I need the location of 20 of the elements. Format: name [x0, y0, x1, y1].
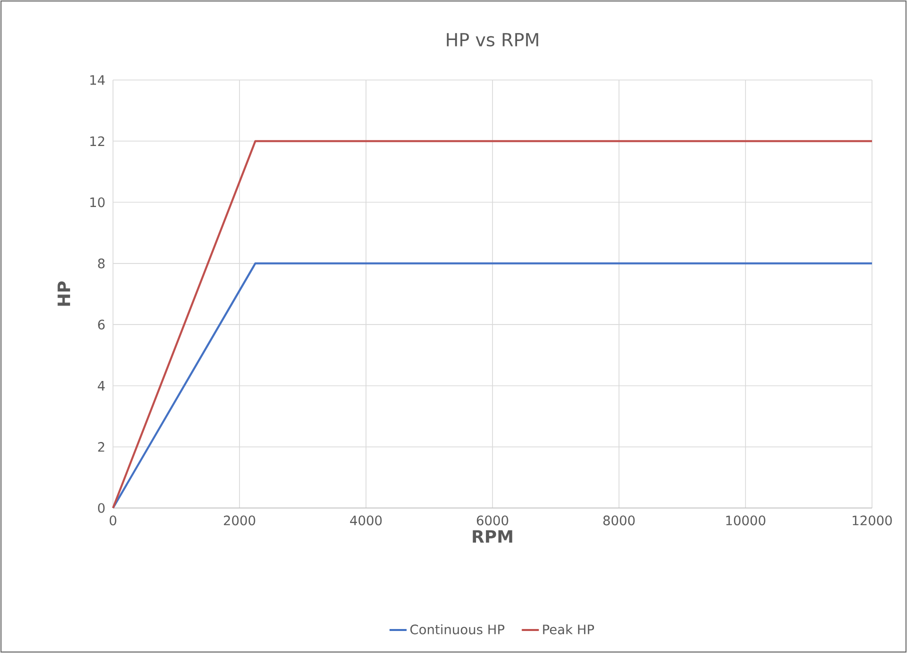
- x-tick-label: 6000: [476, 516, 508, 526]
- x-tick-label: 4000: [350, 516, 382, 526]
- x-tick-label: 8000: [603, 516, 635, 526]
- y-tick-label: 10: [90, 197, 105, 208]
- y-tick-label: 12: [90, 136, 104, 146]
- y-tick-label: 6: [98, 320, 105, 330]
- legend-label: Continuous HP: [410, 624, 504, 634]
- y-tick-label: 0: [98, 503, 105, 513]
- y-tick-label: 14: [90, 75, 105, 85]
- y-tick-label: 4: [98, 380, 105, 390]
- y-axis-title: HP: [58, 281, 70, 306]
- chart-title: HP vs RPM: [446, 33, 538, 46]
- y-tick-label: 8: [98, 258, 105, 268]
- x-tick-label: 2000: [224, 516, 256, 526]
- y-tick-label: 2: [98, 442, 104, 452]
- x-tick-label: 10000: [726, 516, 766, 526]
- x-tick-label: 12000: [852, 516, 892, 526]
- x-tick-label: 0: [110, 516, 116, 526]
- legend-label: Peak HP: [543, 624, 594, 634]
- x-axis-title: RPM: [472, 530, 512, 543]
